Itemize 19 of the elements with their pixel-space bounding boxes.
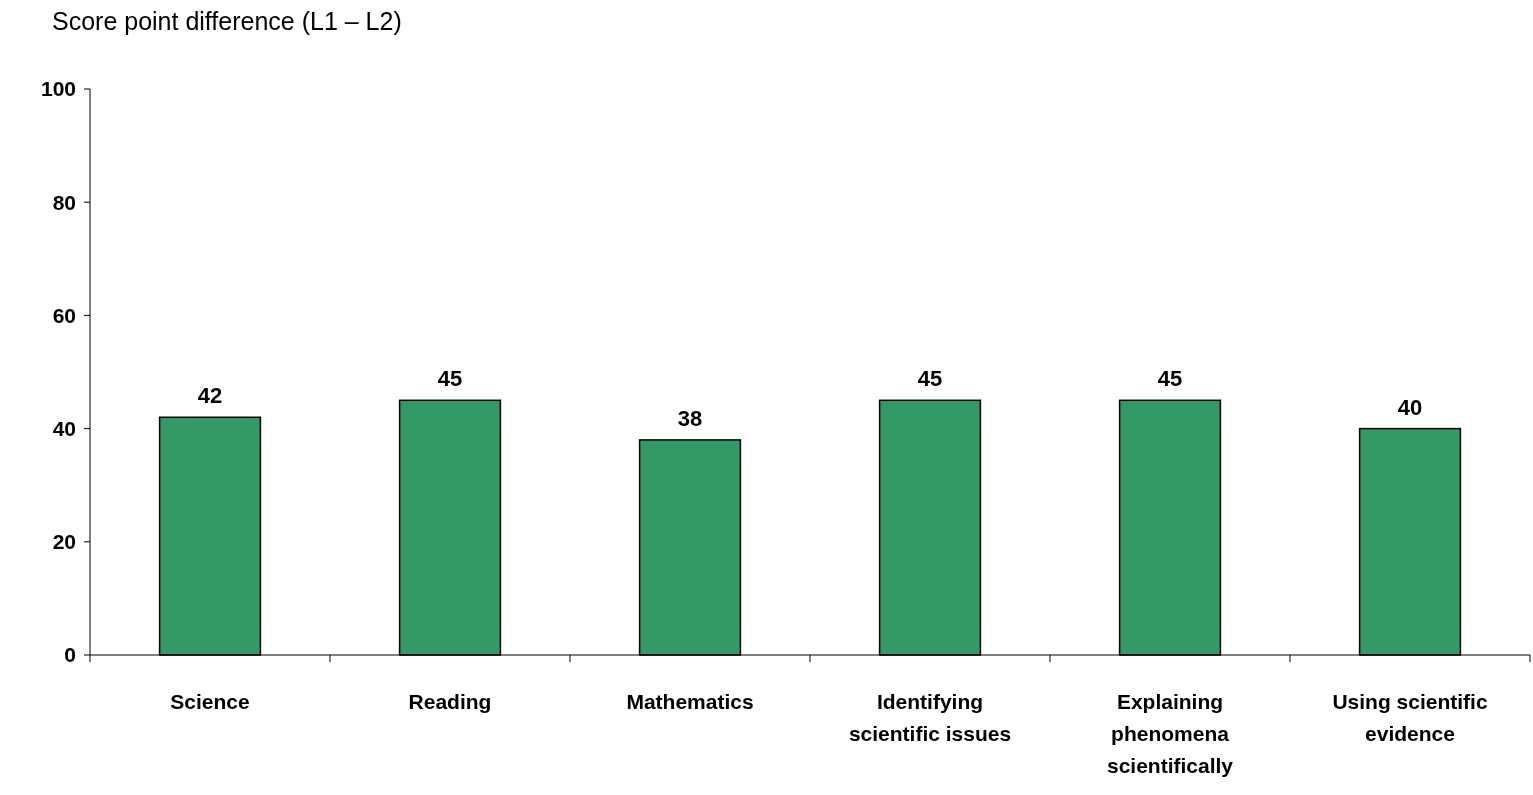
data-label: 40 [1397,394,1423,420]
x-tick-label: Explaining phenomena scientifically [1106,690,1234,777]
x-tick-label: Using scientific evidence [1332,690,1488,745]
data-label: 45 [917,366,943,392]
x-tick-label: Mathematics [626,690,754,713]
data-label: 45 [437,366,463,392]
data-label: 42 [197,383,223,409]
y-tick-label: 100 [40,77,76,101]
y-tick-label: 60 [52,303,76,327]
y-tick-label: 40 [52,416,76,440]
x-tick-label: Reading [408,690,492,713]
y-tick-label: 20 [52,530,76,554]
chart-title: Score point difference (L1 – L2) [52,7,402,35]
y-tick-label: 0 [64,643,76,667]
x-tick-label: Science [170,690,250,713]
data-label: 45 [1157,366,1183,392]
x-tick-label: Identifying scientific issues [848,690,1012,745]
data-label: 38 [677,405,703,431]
y-tick-label: 80 [52,190,76,214]
